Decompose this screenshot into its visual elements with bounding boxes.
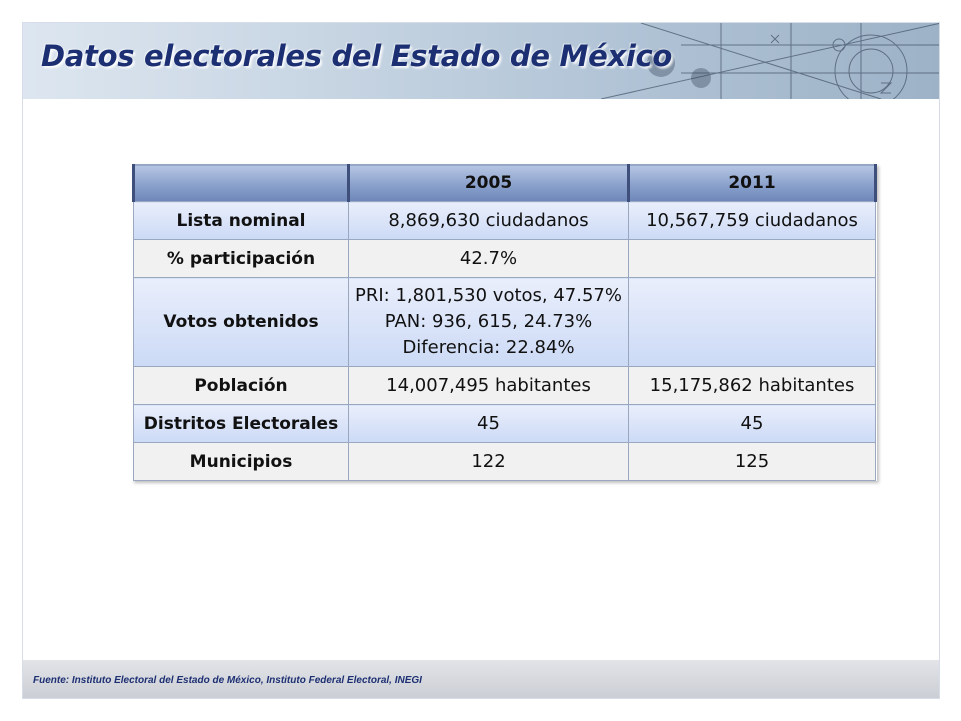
cell-2005: 45	[348, 404, 629, 443]
table-header-row: 2005 2011	[132, 164, 877, 202]
table-row: Votos obtenidos PRI: 1,801,530 votos, 47…	[133, 277, 876, 367]
cell-2011: 15,175,862 habitantes	[628, 366, 876, 405]
row-label: Municipios	[133, 442, 349, 481]
page-title: Datos electorales del Estado de México	[41, 39, 673, 73]
table-row: Municipios 122 125	[133, 442, 876, 481]
row-label: Votos obtenidos	[133, 277, 349, 367]
cell-2011: 125	[628, 442, 876, 481]
cell-2011	[628, 277, 876, 367]
table-row: % participación 42.7%	[133, 239, 876, 278]
header-2005: 2005	[347, 164, 630, 202]
table-row: Población 14,007,495 habitantes 15,175,8…	[133, 366, 876, 405]
cell-2005: 8,869,630 ciudadanos	[348, 201, 629, 240]
row-label: % participación	[133, 239, 349, 278]
cell-2005: 14,007,495 habitantes	[348, 366, 629, 405]
row-label: Población	[133, 366, 349, 405]
compass-map-art	[600, 23, 939, 99]
header-blank	[132, 164, 350, 202]
row-label: Distritos Electorales	[133, 404, 349, 443]
table-row: Distritos Electorales 45 45	[133, 404, 876, 443]
header-2011: 2011	[627, 164, 877, 202]
cell-2011: 45	[628, 404, 876, 443]
cell-2011: 10,567,759 ciudadanos	[628, 201, 876, 240]
table-row: Lista nominal 8,869,630 ciudadanos 10,56…	[133, 201, 876, 240]
footer-bar: Fuente: Instituto Electoral del Estado d…	[23, 660, 939, 698]
electoral-data-table: 2005 2011 Lista nominal 8,869,630 ciudad…	[132, 164, 877, 481]
row-label: Lista nominal	[133, 201, 349, 240]
votes-pan: PAN: 936, 615, 24.73%	[384, 311, 593, 332]
cell-2011	[628, 239, 876, 278]
cell-2005: 122	[348, 442, 629, 481]
title-banner: Datos electorales del Estado de México	[23, 23, 939, 99]
votes-pri: PRI: 1,801,530 votos, 47.57%	[355, 285, 622, 306]
source-note: Fuente: Instituto Electoral del Estado d…	[33, 675, 422, 686]
votes-difference: Diferencia: 22.84%	[402, 337, 575, 358]
cell-2005: PRI: 1,801,530 votos, 47.57% PAN: 936, 6…	[348, 277, 629, 367]
cell-2005: 42.7%	[348, 239, 629, 278]
